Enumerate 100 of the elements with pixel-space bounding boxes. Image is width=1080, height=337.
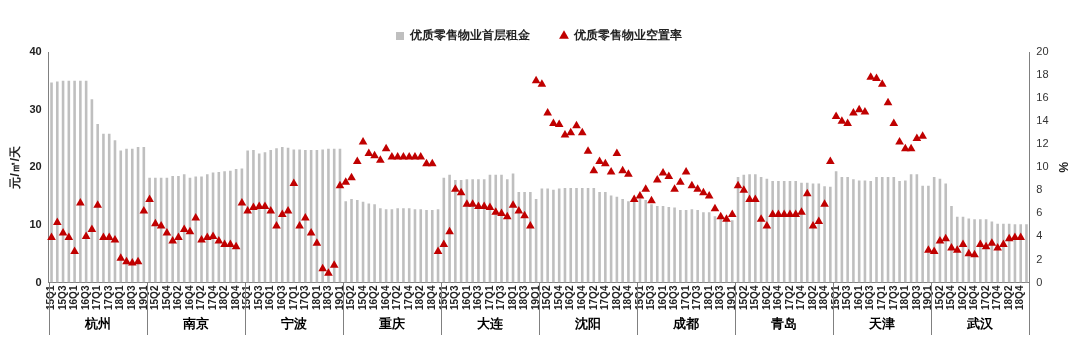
text: 重庆 (377, 315, 405, 331)
text: 成都 (672, 315, 700, 331)
x-tick-label: 15Q3 (645, 285, 657, 311)
x-tick-label: 19Q1 (137, 285, 149, 311)
y-axis-title: 元/㎡/天 (7, 144, 22, 190)
x-tick-label: 17Q1 (876, 285, 888, 311)
text: 天津 (868, 315, 896, 331)
x-tick-label: 15Q2 (345, 285, 357, 311)
x-tick-label: 15Q4 (160, 285, 172, 311)
text: 大连 (476, 315, 504, 331)
y2-tick-label: 8 (1036, 183, 1043, 196)
x-tick-label: 18Q2 (218, 285, 230, 311)
x-tick-label: 16Q3 (668, 285, 680, 311)
x-tick-label: 18Q3 (518, 285, 530, 311)
y-tick-label: 40 (29, 45, 42, 58)
x-tick-label: 18Q4 (426, 285, 438, 311)
x-tick-label: 15Q4 (945, 285, 957, 311)
x-tick-label: 18Q3 (126, 285, 138, 311)
y2-tick-label: 16 (1036, 91, 1049, 104)
x-tick-label: 15Q2 (933, 285, 945, 311)
x-tick-label: 16Q4 (772, 285, 784, 311)
y2-tick-label: 6 (1036, 206, 1043, 219)
x-tick-label: 17Q1 (483, 285, 495, 311)
y2-axis-title: % (1056, 161, 1071, 173)
x-tick-label: 17Q4 (206, 285, 218, 311)
x-tick-label: 15Q4 (749, 285, 761, 311)
x-tick-label: 18Q3 (322, 285, 334, 311)
x-tick-label: 15Q4 (356, 285, 368, 311)
text: 青岛 (770, 315, 798, 331)
x-tick-label: 18Q3 (714, 285, 726, 311)
x-tick-label: 16Q1 (460, 285, 472, 311)
y2-tick-label: 12 (1036, 137, 1049, 150)
y2-tick-label: 4 (1036, 229, 1043, 242)
x-tick-label: 18Q1 (506, 285, 518, 311)
y-tick-label: 20 (29, 160, 42, 173)
y2-tick-label: 14 (1036, 114, 1049, 127)
x-tick-label: 15Q3 (841, 285, 853, 311)
x-tick-label: 17Q2 (391, 285, 403, 311)
text: 杭州 (83, 315, 111, 331)
x-tick-label: 17Q4 (402, 285, 414, 311)
x-tick-label: 16Q4 (576, 285, 588, 311)
text: 南京 (181, 315, 209, 331)
x-tick-label: 17Q1 (679, 285, 691, 311)
x-tick-label: 16Q2 (760, 285, 772, 311)
x-tick-label: 15Q2 (737, 285, 749, 311)
x-tick-label: 16Q4 (968, 285, 980, 311)
x-tick-label: 16Q3 (864, 285, 876, 311)
x-tick-label: 18Q4 (622, 285, 634, 311)
x-tick-label: 19Q1 (333, 285, 345, 311)
x-tick-label: 15Q2 (149, 285, 161, 311)
x-tick-label: 15Q3 (56, 285, 68, 311)
x-tick-label: 18Q1 (114, 285, 126, 311)
legend-label: 优质零售物业空置率 (573, 28, 682, 43)
x-tick-label: 17Q2 (783, 285, 795, 311)
x-tick-label: 16Q3 (79, 285, 91, 311)
x-tick-label: 17Q1 (287, 285, 299, 311)
x-tick-label: 17Q2 (979, 285, 991, 311)
x-tick-label: 16Q1 (264, 285, 276, 311)
x-tick-label: 17Q1 (91, 285, 103, 311)
x-tick-label: 17Q2 (587, 285, 599, 311)
text: 武汉 (966, 315, 995, 331)
x-tick-label: 17Q3 (691, 285, 703, 311)
x-tick-label: 18Q1 (702, 285, 714, 311)
x-tick-label: 18Q2 (610, 285, 622, 311)
x-tick-label: 15Q3 (449, 285, 461, 311)
x-tick-label: 16Q1 (68, 285, 80, 311)
y2-tick-label: 18 (1036, 68, 1049, 81)
x-tick-label: 16Q2 (956, 285, 968, 311)
text: 沈阳 (574, 315, 602, 331)
x-tick-label: 16Q3 (276, 285, 288, 311)
x-tick-label: 19Q1 (529, 285, 541, 311)
y-tick-label: 10 (29, 217, 42, 230)
x-tick-label: 16Q2 (172, 285, 184, 311)
x-tick-label: 18Q2 (806, 285, 818, 311)
x-tick-label: 18Q4 (818, 285, 830, 311)
x-tick-label: 15Q4 (552, 285, 564, 311)
x-tick-label: 16Q3 (472, 285, 484, 311)
y2-tick-label: 20 (1036, 45, 1049, 58)
x-tick-label: 18Q2 (1002, 285, 1014, 311)
x-tick-label: 19Q1 (922, 285, 934, 311)
y-tick-label: 30 (29, 102, 42, 115)
y-tick-label: 0 (35, 275, 42, 288)
x-tick-label: 17Q4 (599, 285, 611, 311)
x-tick-label: 15Q3 (252, 285, 264, 311)
x-tick-label: 18Q1 (310, 285, 322, 311)
legend-label: 优质零售物业首层租金 (409, 28, 531, 43)
x-tick-label: 17Q3 (102, 285, 114, 311)
x-tick-label: 18Q4 (1014, 285, 1026, 311)
x-tick-label: 16Q1 (656, 285, 668, 311)
x-tick-label: 18Q4 (229, 285, 241, 311)
x-tick-label: 18Q2 (414, 285, 426, 311)
x-tick-label: 17Q2 (195, 285, 207, 311)
x-tick-label: 16Q4 (183, 285, 195, 311)
x-tick-label: 17Q3 (495, 285, 507, 311)
x-tick-label: 16Q1 (852, 285, 864, 311)
x-tick-label: 17Q3 (299, 285, 311, 311)
y2-tick-label: 10 (1036, 160, 1049, 173)
x-tick-label: 17Q3 (887, 285, 899, 311)
x-tick-label: 15Q2 (541, 285, 553, 311)
x-tick-label: 16Q2 (564, 285, 576, 311)
